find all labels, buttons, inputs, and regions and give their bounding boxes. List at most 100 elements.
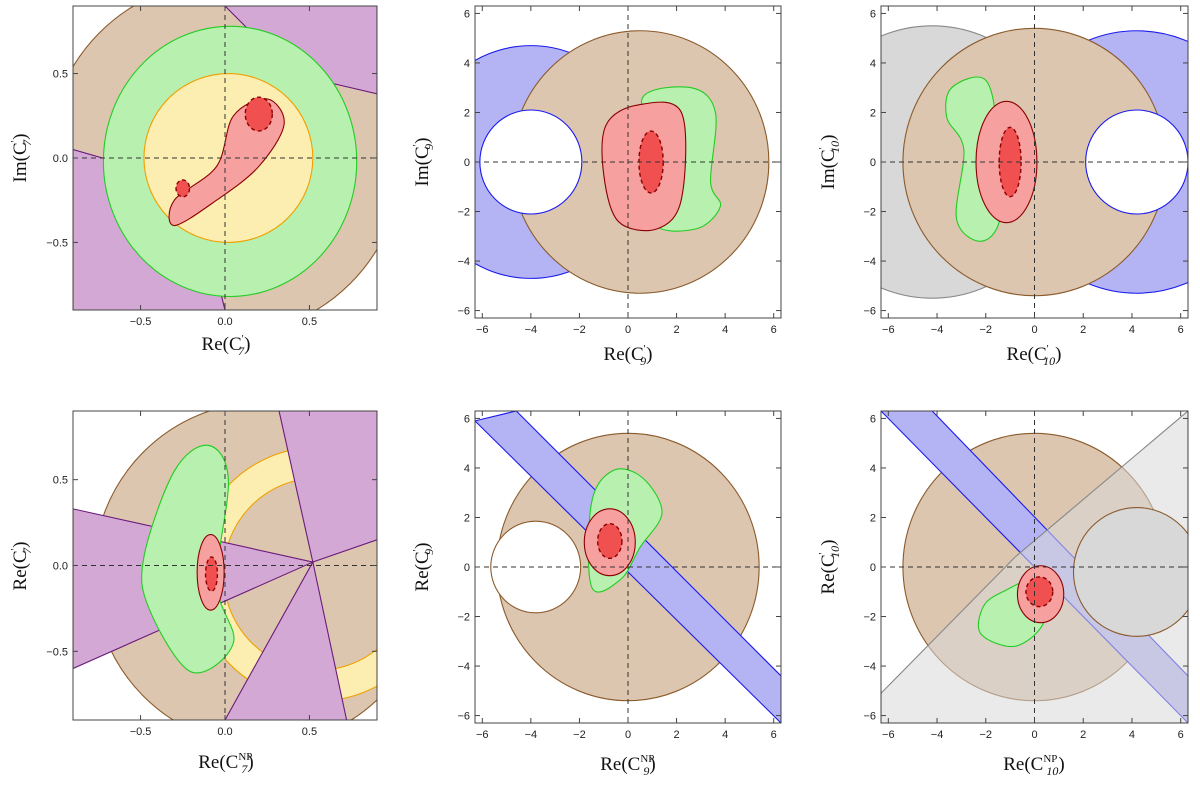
panel-top-left: −0.5 0.0 0.5−0.50.00.5Re(C' 7)Im(C'7) — [9, 5, 378, 358]
white-circle — [490, 520, 582, 614]
plot-area — [73, 411, 377, 720]
y-axis-label-base: Re(C — [412, 551, 433, 591]
x-axis-label-sub: 9 — [640, 354, 646, 368]
plot-area — [881, 411, 1188, 723]
y-tick-label: −4 — [863, 256, 876, 268]
plot-area — [475, 6, 781, 318]
x-axis-label-sup: ' — [242, 333, 244, 345]
y-tick-label: −2 — [457, 207, 470, 219]
x-tick-label: −4 — [525, 324, 538, 336]
x-tick-label: 0.0 — [217, 726, 232, 738]
plot-area — [475, 411, 781, 723]
y-axis-label-close: ) — [10, 134, 31, 140]
y-tick-label: 2 — [464, 107, 470, 119]
y-tick-label: 4 — [464, 58, 470, 70]
y-axis-label-sup: ' — [817, 552, 829, 554]
x-tick-label: 2 — [1080, 729, 1086, 741]
y-tick-label: −6 — [457, 306, 470, 318]
y-tick-label: −4 — [863, 661, 876, 673]
x-axis-label: Re(CNP 9) — [600, 753, 656, 778]
y-axis-label-sub: 7 — [20, 547, 34, 554]
x-axis-label-close: ) — [247, 752, 253, 773]
x-axis-label-base: Re(C — [198, 752, 238, 773]
red-core — [596, 522, 623, 560]
y-axis-label-sub: 9 — [422, 144, 436, 150]
y-axis-label: Im(C'10) — [817, 135, 842, 190]
y-tick-label: 0 — [870, 562, 876, 574]
y-tick-label: 6 — [870, 413, 876, 425]
x-axis-label: Re(C' 10) — [1007, 343, 1062, 368]
y-tick-label: −0.5 — [46, 237, 68, 249]
x-tick-label: −4 — [931, 324, 944, 336]
x-axis-label-sup: NP — [238, 751, 252, 763]
y-tick-label: 2 — [870, 107, 876, 119]
x-tick-label: −2 — [979, 324, 992, 336]
x-tick-label: 0 — [1031, 729, 1037, 741]
y-tick-label: 4 — [464, 463, 470, 475]
x-tick-label: 0 — [1031, 324, 1037, 336]
x-axis-label-sub: 9 — [643, 764, 649, 778]
x-axis-label-sup: NP — [1043, 753, 1057, 765]
y-tick-label: 4 — [870, 58, 876, 70]
y-tick-label: 2 — [870, 512, 876, 524]
y-tick-label: 6 — [870, 8, 876, 20]
y-axis-label-sup: ' — [9, 548, 21, 550]
y-axis-label-sup: ' — [817, 147, 829, 149]
red-core — [1025, 576, 1054, 608]
y-tick-label: 4 — [870, 463, 876, 475]
y-axis-label-base: Im(C — [412, 146, 433, 186]
x-tick-label: 4 — [1129, 324, 1135, 336]
x-tick-label: 0 — [625, 729, 631, 741]
x-tick-label: 0.5 — [302, 316, 317, 328]
x-axis-label-sub: 7 — [238, 344, 245, 358]
y-tick-label: 0 — [464, 562, 470, 574]
y-axis-label: Re(C'7) — [9, 542, 34, 591]
y-tick-label: 0 — [464, 157, 470, 169]
y-tick-label: −6 — [457, 711, 470, 723]
x-tick-label: 0.5 — [302, 726, 317, 738]
red-core-upper — [244, 96, 273, 132]
y-axis-label-sup: ' — [411, 144, 423, 146]
plot-area — [881, 6, 1188, 318]
green-region — [141, 444, 235, 674]
y-tick-label: −4 — [457, 256, 470, 268]
x-axis-label-base: Re(C — [1003, 754, 1043, 775]
y-axis-label-close: ) — [412, 138, 433, 144]
x-axis-label-base: Re(C — [600, 754, 640, 775]
y-axis-label-sub: 9 — [422, 549, 436, 555]
y-tick-label: 0.5 — [53, 475, 68, 487]
y-tick-label: 0.0 — [53, 153, 68, 165]
y-tick-label: −2 — [457, 612, 470, 624]
red-core-lower — [175, 179, 191, 198]
red-region-outer — [168, 98, 285, 227]
y-tick-label: 6 — [464, 413, 470, 425]
y-axis-label-close: ) — [10, 542, 31, 548]
x-axis-label-close: ) — [1058, 754, 1064, 775]
x-tick-label: −6 — [882, 324, 895, 336]
y-tick-label: 6 — [464, 8, 470, 20]
x-axis-label-sub: 10 — [1043, 354, 1055, 368]
x-axis-label-base: Re(C — [202, 334, 242, 355]
x-axis-label-close: ) — [1055, 344, 1061, 365]
y-axis-label-close: ) — [818, 540, 839, 546]
x-tick-label: −6 — [882, 729, 895, 741]
x-tick-label: −4 — [931, 729, 944, 741]
x-tick-label: 2 — [1080, 324, 1086, 336]
x-tick-label: 2 — [674, 729, 680, 741]
x-axis-label: Re(C' 7) — [202, 333, 251, 358]
x-tick-label: −4 — [525, 729, 538, 741]
x-axis-label-sup: NP — [640, 753, 654, 765]
y-axis-label-sup: ' — [411, 549, 423, 551]
panel-bottom-left: −0.5 0.0 0.5−0.50.00.5Re(CNP 7)Re(C'7) — [9, 410, 378, 776]
y-axis-label-sub: 10 — [828, 141, 842, 153]
x-tick-label: −0.5 — [130, 316, 152, 328]
x-axis-label: Re(CNP 7) — [198, 751, 254, 776]
x-tick-label: −6 — [476, 729, 489, 741]
x-tick-label: 4 — [722, 324, 728, 336]
y-tick-label: −6 — [863, 711, 876, 723]
x-tick-label: −6 — [476, 324, 489, 336]
x-tick-label: −0.5 — [130, 726, 152, 738]
